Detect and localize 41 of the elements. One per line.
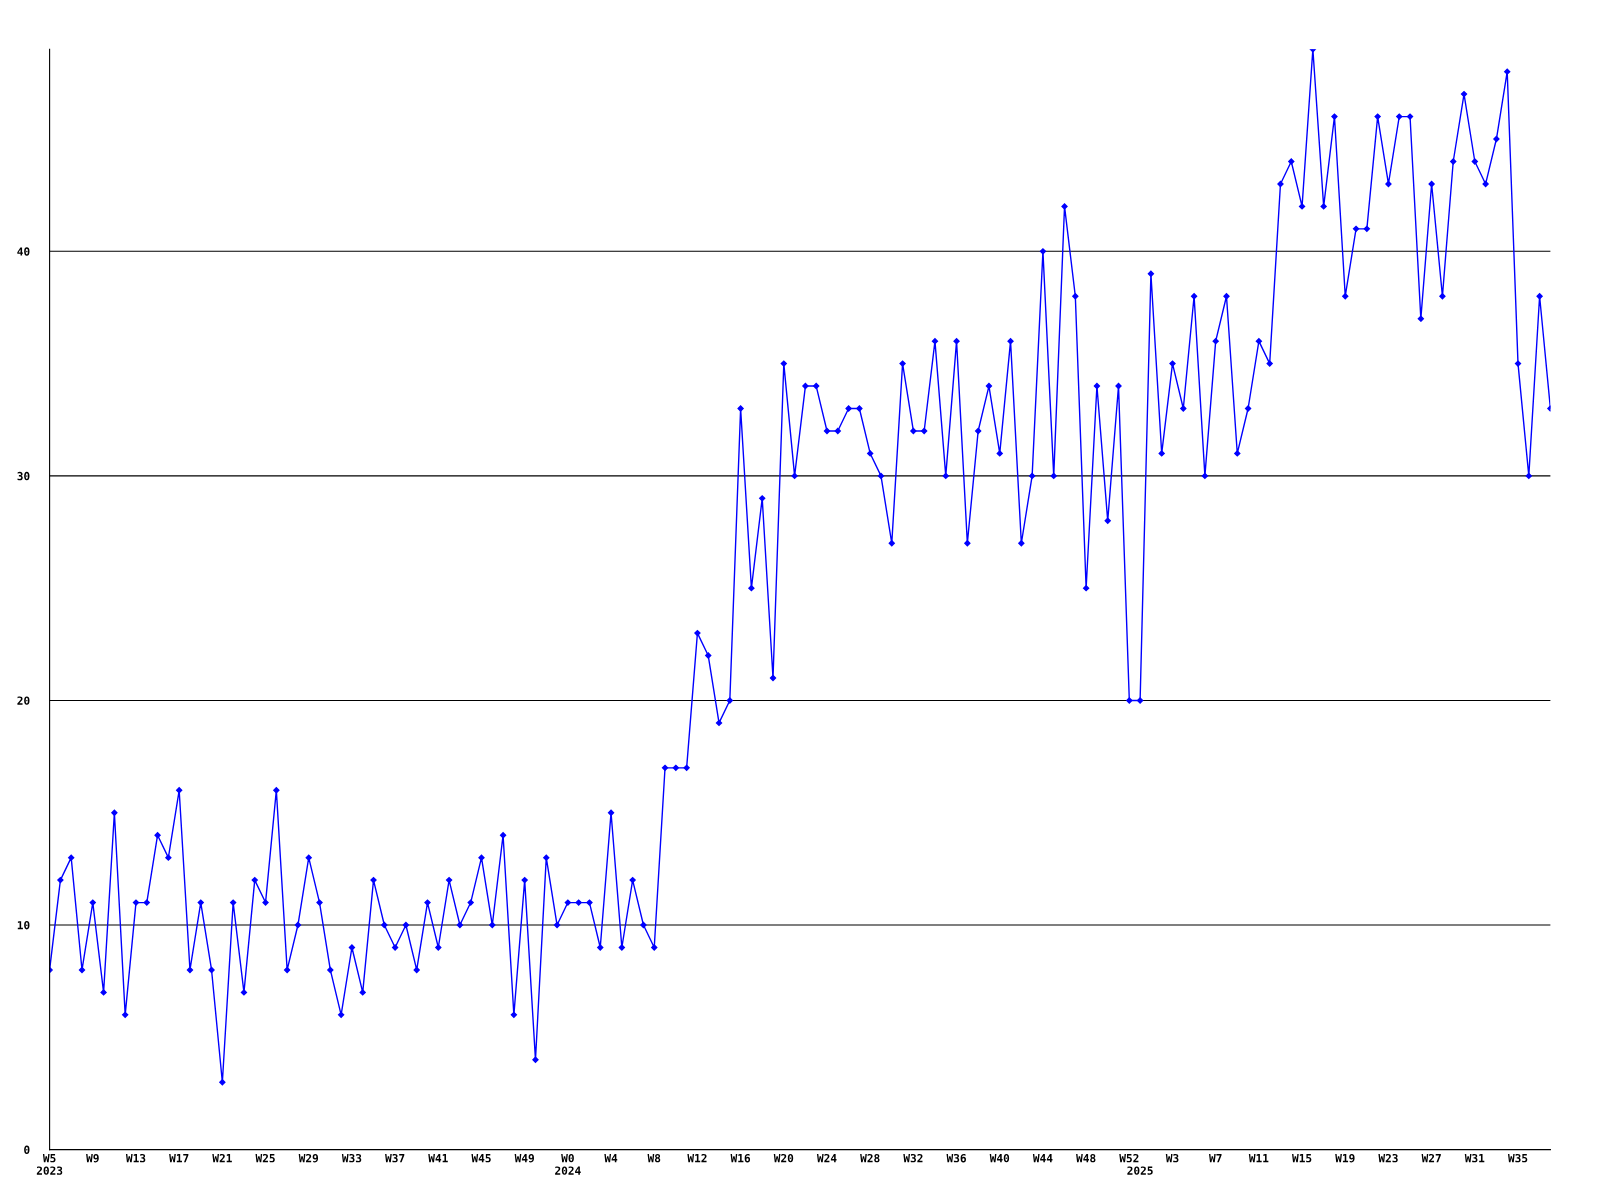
x-tick-label: W52: [1119, 1153, 1139, 1163]
x-tick-label: W23: [1378, 1153, 1398, 1163]
x-tick-label: W9: [86, 1154, 99, 1163]
x-tick-label: W31: [1464, 1153, 1485, 1163]
y-tick-label: 20: [17, 696, 30, 705]
x-tick-label: W15: [1292, 1154, 1312, 1163]
x-tick-label: W21: [212, 1153, 232, 1163]
y-tick-label: 0: [24, 1145, 30, 1154]
x-tick-label: W48: [1076, 1153, 1096, 1163]
x-tick-label: W29: [298, 1153, 319, 1163]
x-tick-label: W24: [816, 1153, 837, 1163]
y-tick-label: 10: [17, 921, 30, 930]
x-tick-label: W40: [989, 1153, 1010, 1163]
x-tick-label: 2025: [1127, 1166, 1153, 1175]
x-tick-label: W32: [903, 1153, 923, 1163]
x-tick-label: W7: [1209, 1154, 1222, 1163]
x-tick-label: W8: [647, 1153, 661, 1163]
x-tick-label: W28: [860, 1153, 880, 1163]
x-tick-label: W27: [1421, 1153, 1441, 1163]
x-tick-label: W12: [687, 1153, 707, 1163]
x-tick-label: W0 2024: [555, 1153, 581, 1175]
x-tick-label: W37: [385, 1153, 405, 1163]
x-tick-label: W35: [1507, 1153, 1528, 1163]
x-tick-label: W45: [471, 1154, 491, 1163]
x-tick-label: W44: [1032, 1154, 1053, 1163]
x-tick-label: W25: [255, 1153, 275, 1163]
y-tick-label: 30: [17, 471, 30, 481]
x-tick-label: W13: [125, 1153, 146, 1163]
x-tick-label: W17: [169, 1154, 189, 1163]
x-tick-label: W16: [730, 1153, 751, 1163]
x-tick-label: W33: [341, 1153, 362, 1163]
x-tick-label: W11: [1248, 1154, 1269, 1163]
x-tick-label: W36: [946, 1153, 966, 1163]
x-tick-label: W19: [1335, 1154, 1355, 1163]
x-tick-label: W4: [604, 1154, 618, 1163]
x-tick-label: W41: [428, 1154, 448, 1163]
x-tick-label: W20: [773, 1153, 794, 1163]
y-tick-label: 40: [17, 247, 30, 256]
x-tick-label: W5 2023: [36, 1154, 63, 1175]
x-tick-label: W49: [514, 1154, 534, 1163]
x-tick-label: W3: [1165, 1153, 1179, 1163]
